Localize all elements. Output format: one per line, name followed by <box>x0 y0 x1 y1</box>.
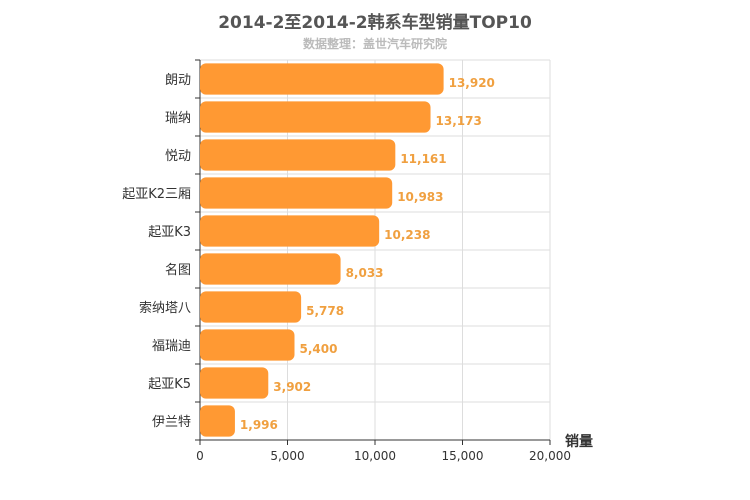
bar <box>200 215 380 247</box>
bar <box>200 291 302 323</box>
chart-title: 2014-2至2014-2韩系车型销量TOP10 <box>218 13 532 33</box>
bar <box>200 253 341 285</box>
bar <box>200 101 431 133</box>
value-label: 5,400 <box>300 342 338 356</box>
value-label: 1,996 <box>240 418 278 432</box>
value-label: 10,983 <box>397 190 443 204</box>
category-label: 索纳塔八 <box>139 301 191 316</box>
x-tick-label: 0 <box>196 449 204 463</box>
value-label: 11,161 <box>400 152 446 166</box>
category-label: 瑞纳 <box>165 111 191 126</box>
bar <box>200 329 295 361</box>
category-label: 起亚K5 <box>148 377 191 392</box>
value-label: 3,902 <box>273 380 311 394</box>
bar <box>200 367 269 399</box>
x-axis-title: 销量 <box>565 433 593 450</box>
x-tick-label: 10,000 <box>354 449 396 463</box>
chart-subtitle: 数据整理：盖世汽车研究院 <box>302 37 447 51</box>
category-label: 悦动 <box>165 149 191 164</box>
category-label: 起亚K3 <box>148 225 191 240</box>
category-label: 名图 <box>165 262 191 278</box>
labels: 0 5,000 10,000 15,000 20,000 朗动 13,920 瑞纳 13,173… <box>122 73 571 463</box>
value-label: 5,778 <box>306 304 344 318</box>
category-label: 朗动 <box>165 73 191 88</box>
value-label: 13,173 <box>436 114 482 128</box>
bar <box>200 63 444 95</box>
value-label: 13,920 <box>449 76 495 90</box>
x-tick-label: 20,000 <box>529 449 571 463</box>
category-label: 起亚K2三厢 <box>122 187 191 202</box>
category-label: 伊兰特 <box>152 415 191 430</box>
x-tick-label: 15,000 <box>442 449 484 463</box>
value-label: 10,238 <box>384 228 430 242</box>
bar <box>200 139 396 171</box>
category-label: 福瑞迪 <box>152 339 191 354</box>
value-label: 8,033 <box>346 266 384 280</box>
bars <box>200 63 444 437</box>
bar <box>200 177 393 209</box>
bar <box>200 405 235 437</box>
x-tick-label: 5,000 <box>270 449 304 463</box>
